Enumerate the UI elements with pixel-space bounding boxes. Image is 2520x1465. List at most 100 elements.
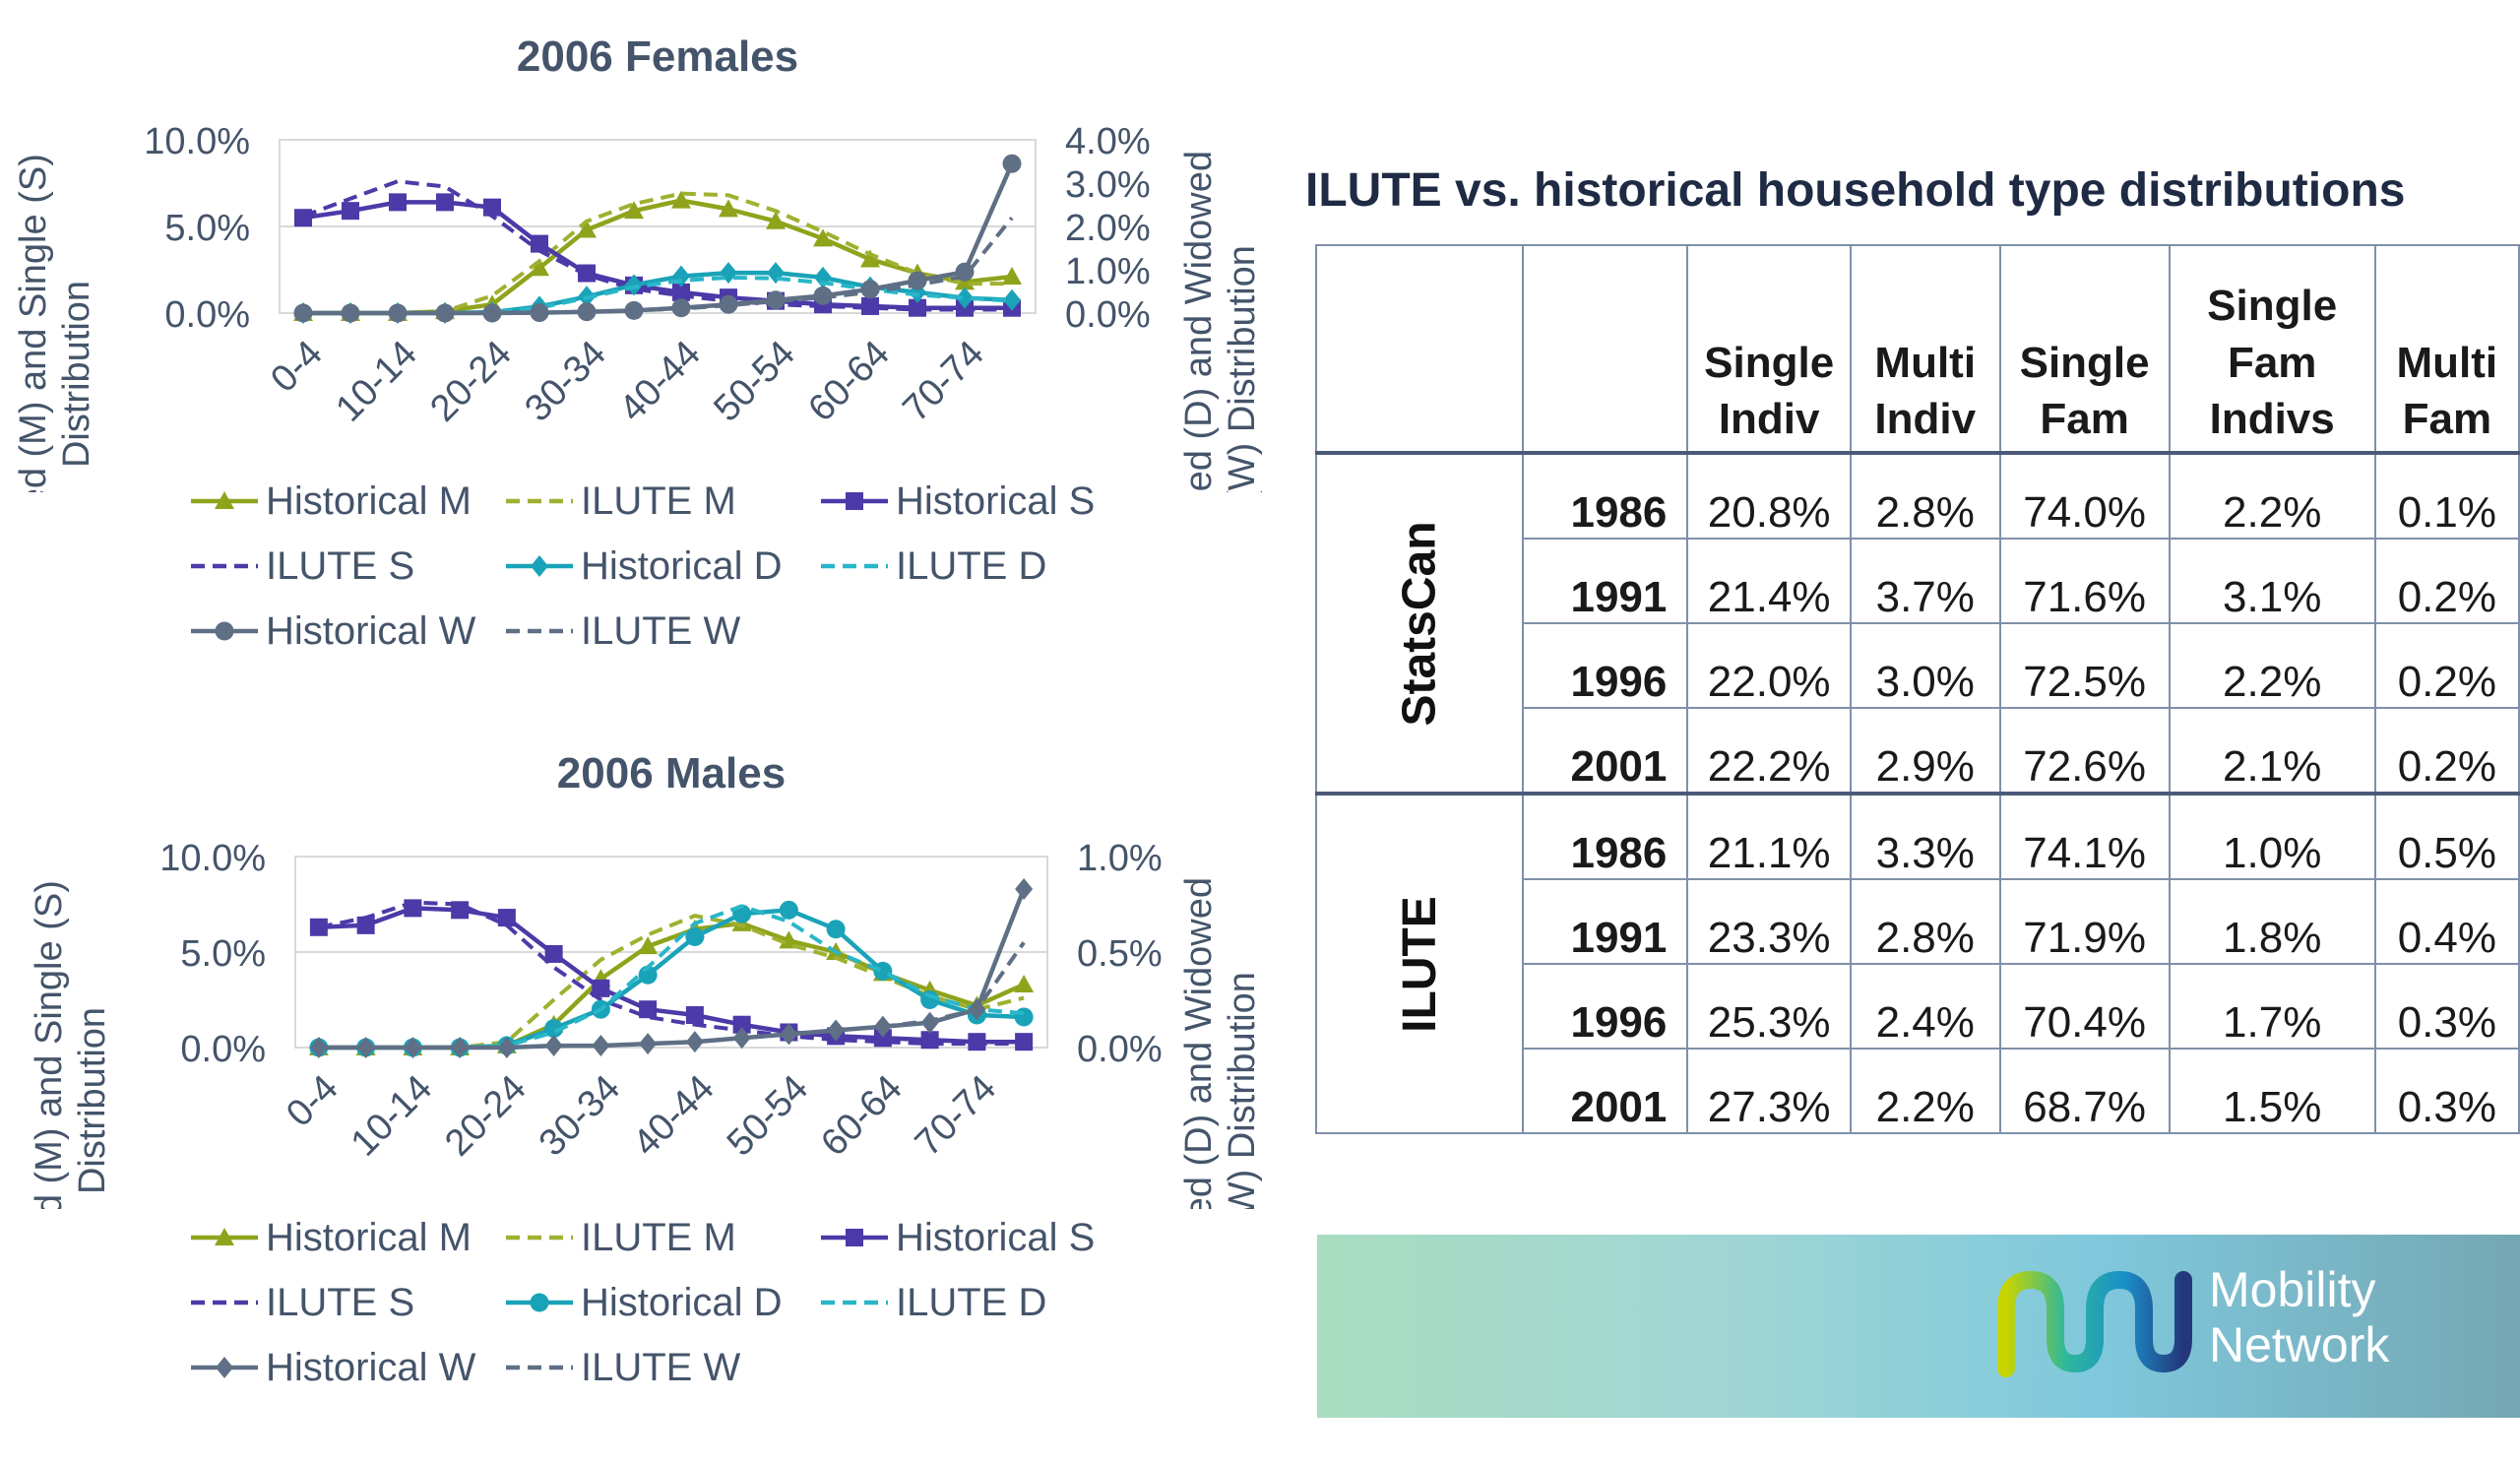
legend-item-ilute-m: ILUTE M <box>502 1209 817 1266</box>
value-cell: 2.8% <box>1849 451 2001 540</box>
column-header-word: Single <box>2019 338 2150 387</box>
column-header-word: Indiv <box>1874 394 1977 443</box>
females-chart-panel: 2006 Females 0.0% 5.0% 10.0% 0.0% 1.0% 2.0% 3.0… <box>0 30 1299 748</box>
legend-marker <box>216 1357 233 1378</box>
data-point <box>1003 288 1021 311</box>
column-header: Single Indiv <box>1686 244 1852 454</box>
value-cell: 1.5% <box>2168 1048 2376 1134</box>
legend-item-ilute-d: ILUTE D <box>817 1274 1132 1331</box>
legend-swatch <box>821 1300 888 1306</box>
value-cell: 25.3% <box>1686 963 1852 1050</box>
data-point <box>860 280 880 299</box>
table-row: ILUTE 1986 21.1% 3.3% 74.1% 1.0% 0.5% <box>1314 792 2520 1134</box>
data-point <box>766 290 786 310</box>
year-cell: 1996 <box>1522 622 1689 709</box>
data-point <box>720 262 737 285</box>
data-point <box>671 190 691 209</box>
value-cell: 1.7% <box>2168 963 2376 1050</box>
legend-swatch <box>191 1300 258 1306</box>
data-point <box>780 1023 798 1046</box>
series-historical-w <box>293 154 1022 323</box>
column-header: Multi Fam <box>2373 244 2520 454</box>
legend-item-ilute-d: ILUTE D <box>817 538 1132 595</box>
females-chart: 2006 Females0.0%5.0%10.0%0.0%1.0%2.0%3.0… <box>13 32 1263 492</box>
legend-label: ILUTE W <box>581 1345 741 1389</box>
data-point <box>577 220 597 238</box>
data-point <box>531 234 548 253</box>
column-header-word: Fam <box>2402 394 2492 443</box>
value-cell: 23.3% <box>1686 878 1852 965</box>
column-header: Single Fam Indivs <box>2168 244 2376 454</box>
data-point <box>482 303 502 323</box>
header-spacer <box>1314 244 1525 454</box>
value-cell: 0.3% <box>2373 963 2520 1050</box>
legend-item-ilute-m: ILUTE M <box>502 473 817 530</box>
x-tick-label: 60-64 <box>813 1067 910 1164</box>
value-cell: 72.6% <box>1998 707 2171 795</box>
table-row: 1996 25.3% 2.4% 70.4% 1.7% 0.3% <box>1316 963 2520 1050</box>
data-point <box>530 258 549 277</box>
table-row: 1996 22.0% 3.0% 72.5% 2.2% 0.2% <box>1316 622 2520 709</box>
column-header-word: Multi <box>2396 338 2498 387</box>
table-row: 2001 22.2% 2.9% 72.6% 2.1% 0.2% <box>1316 707 2520 795</box>
legend-item-ilute-w: ILUTE W <box>502 603 817 660</box>
series-historical-s <box>294 193 1021 317</box>
data-point <box>1014 1007 1034 1027</box>
y2-tick-label: 2.0% <box>1065 208 1151 249</box>
data-point <box>909 298 926 317</box>
data-point <box>530 303 549 323</box>
legend-label: ILUTE S <box>266 543 415 588</box>
data-point <box>814 266 832 288</box>
brand-name: Mobility Network <box>2209 1262 2390 1372</box>
legend-swatch <box>821 563 888 569</box>
legend-swatch <box>821 492 888 510</box>
legend-swatch <box>191 1357 258 1378</box>
table-header: Single Indiv Multi Indiv Single Fam Single Fam I… <box>1314 244 2520 454</box>
series-ilute-w <box>318 941 1026 1050</box>
group-cell: ILUTE <box>1314 792 1525 1134</box>
y-axis-title: Married (M) and Single (S)Distribution <box>29 880 113 1209</box>
legend-marker <box>846 492 863 510</box>
legend-label: ILUTE D <box>896 543 1047 588</box>
column-header-word: Single <box>1704 338 1835 387</box>
footer-band: Mobility Network <box>1317 1235 2520 1418</box>
x-tick-label: 30-34 <box>532 1067 628 1164</box>
legend-swatch <box>506 1365 573 1370</box>
value-cell: 3.0% <box>1849 622 2001 709</box>
value-cell: 0.5% <box>2373 792 2520 880</box>
legend-item-historical-m: Historical M <box>187 1209 502 1266</box>
column-header-word: Single <box>2207 282 2338 331</box>
x-tick-label: 30-34 <box>517 333 613 429</box>
value-cell: 2.2% <box>2168 622 2376 709</box>
legend-marker <box>846 1229 863 1246</box>
value-cell: 2.1% <box>2168 707 2376 795</box>
data-point <box>826 920 846 939</box>
series-line <box>318 888 1027 1051</box>
legend-swatch <box>506 555 573 577</box>
legend-label: Historical W <box>266 608 476 653</box>
legend-item-historical-s: Historical S <box>817 473 1132 530</box>
y-axis-title: Married (M) and Single (S)Distribution <box>13 154 97 492</box>
legend-item-historical-w: Historical W <box>187 603 502 660</box>
table-title: ILUTE vs. historical household type dist… <box>1305 164 2406 217</box>
legend-item-ilute-s: ILUTE S <box>187 538 502 595</box>
y2-axis-title: Divorced (D) and Widowed(W) Distribution <box>1178 877 1263 1209</box>
data-point <box>624 201 644 220</box>
x-tick-label: 10-14 <box>328 333 424 429</box>
legend-label: ILUTE M <box>581 478 736 523</box>
males-legend: Historical M ILUTE M Historical S ILUTE S Hi… <box>187 1209 1132 1396</box>
column-header-word: Multi <box>1874 338 1977 387</box>
value-cell: 21.1% <box>1686 792 1852 880</box>
y2-tick-label: 3.0% <box>1065 164 1151 206</box>
data-point <box>436 193 454 212</box>
legend-swatch <box>191 621 258 641</box>
legend-swatch <box>506 628 573 634</box>
y2-tick-label: 1.0% <box>1065 251 1151 292</box>
series-line <box>318 941 1026 1050</box>
series-line <box>302 200 1012 310</box>
column-header-word: Indiv <box>1718 394 1820 443</box>
data-point <box>685 926 705 946</box>
group-label: StatsCan <box>1393 520 1446 727</box>
legend-marker <box>215 491 234 509</box>
header-spacer <box>1522 244 1689 454</box>
